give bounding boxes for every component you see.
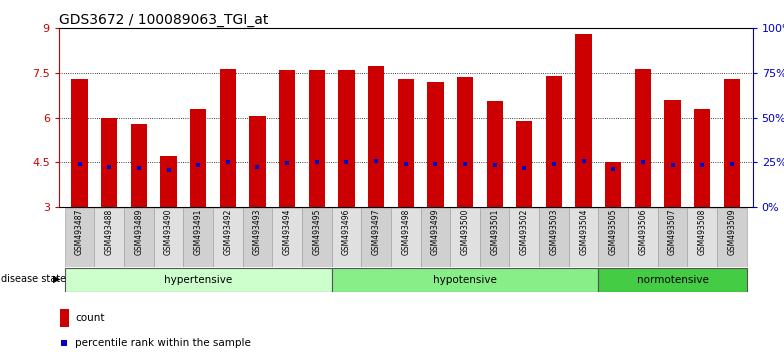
Text: hypotensive: hypotensive — [433, 275, 497, 285]
Text: GSM493502: GSM493502 — [520, 209, 529, 255]
Text: GSM493500: GSM493500 — [460, 209, 470, 255]
Text: GSM493493: GSM493493 — [253, 209, 262, 255]
Bar — [391, 208, 420, 267]
Text: GSM493508: GSM493508 — [698, 209, 706, 255]
Bar — [249, 116, 266, 207]
Bar — [717, 208, 746, 267]
Bar — [450, 208, 480, 267]
Bar — [368, 65, 384, 207]
Bar — [101, 118, 118, 207]
Bar — [124, 208, 154, 267]
Bar — [338, 70, 354, 207]
Text: GSM493498: GSM493498 — [401, 209, 410, 255]
Text: GSM493506: GSM493506 — [638, 209, 648, 255]
Text: GSM493489: GSM493489 — [134, 209, 143, 255]
Text: count: count — [75, 313, 105, 323]
Text: GSM493496: GSM493496 — [342, 209, 351, 255]
Text: GSM493494: GSM493494 — [282, 209, 292, 255]
Text: percentile rank within the sample: percentile rank within the sample — [75, 338, 252, 348]
Bar — [605, 162, 622, 207]
Text: GSM493497: GSM493497 — [372, 209, 380, 255]
Text: GSM493492: GSM493492 — [223, 209, 232, 255]
Bar — [71, 79, 88, 207]
Text: GSM493503: GSM493503 — [550, 209, 558, 255]
Bar — [361, 208, 391, 267]
Bar — [302, 208, 332, 267]
Bar — [154, 208, 183, 267]
Bar — [635, 69, 651, 207]
Bar — [539, 208, 569, 267]
Text: disease state: disease state — [1, 274, 66, 284]
Bar — [664, 100, 681, 207]
Bar — [65, 208, 94, 267]
Bar — [279, 70, 296, 207]
Text: normotensive: normotensive — [637, 275, 709, 285]
Bar — [487, 101, 503, 207]
Bar — [658, 208, 688, 267]
Text: GSM493490: GSM493490 — [164, 209, 173, 255]
Bar — [131, 124, 147, 207]
Text: GSM493505: GSM493505 — [609, 209, 618, 255]
Bar — [183, 208, 213, 267]
Text: hypertensive: hypertensive — [164, 275, 232, 285]
Text: GSM493499: GSM493499 — [431, 209, 440, 255]
Bar — [598, 208, 628, 267]
Bar — [94, 208, 124, 267]
Text: GSM493501: GSM493501 — [490, 209, 499, 255]
Text: GSM493507: GSM493507 — [668, 209, 677, 255]
Text: GSM493504: GSM493504 — [579, 209, 588, 255]
Bar — [575, 34, 592, 207]
Bar — [427, 82, 444, 207]
Text: GSM493495: GSM493495 — [312, 209, 321, 255]
Bar — [190, 109, 206, 207]
Text: GSM493491: GSM493491 — [194, 209, 202, 255]
Bar — [161, 156, 176, 207]
Bar — [420, 208, 450, 267]
Bar — [516, 121, 532, 207]
Bar — [569, 208, 598, 267]
Bar — [272, 208, 302, 267]
Bar — [480, 208, 510, 267]
Text: ▶: ▶ — [53, 274, 61, 284]
Bar — [309, 70, 325, 207]
Text: GSM493509: GSM493509 — [728, 209, 736, 255]
Text: GSM493488: GSM493488 — [105, 209, 114, 255]
Bar — [457, 78, 474, 207]
Bar — [397, 79, 414, 207]
Bar — [242, 208, 272, 267]
Bar — [724, 79, 740, 207]
Bar — [332, 208, 361, 267]
Text: GSM493487: GSM493487 — [75, 209, 84, 255]
FancyBboxPatch shape — [332, 268, 598, 292]
Text: GDS3672 / 100089063_TGI_at: GDS3672 / 100089063_TGI_at — [59, 13, 268, 27]
Bar — [546, 76, 562, 207]
Bar — [628, 208, 658, 267]
Bar — [688, 208, 717, 267]
Bar — [213, 208, 242, 267]
Bar — [510, 208, 539, 267]
FancyBboxPatch shape — [598, 268, 746, 292]
Bar — [220, 69, 236, 207]
Bar — [694, 109, 710, 207]
Bar — [60, 309, 69, 327]
FancyBboxPatch shape — [65, 268, 332, 292]
